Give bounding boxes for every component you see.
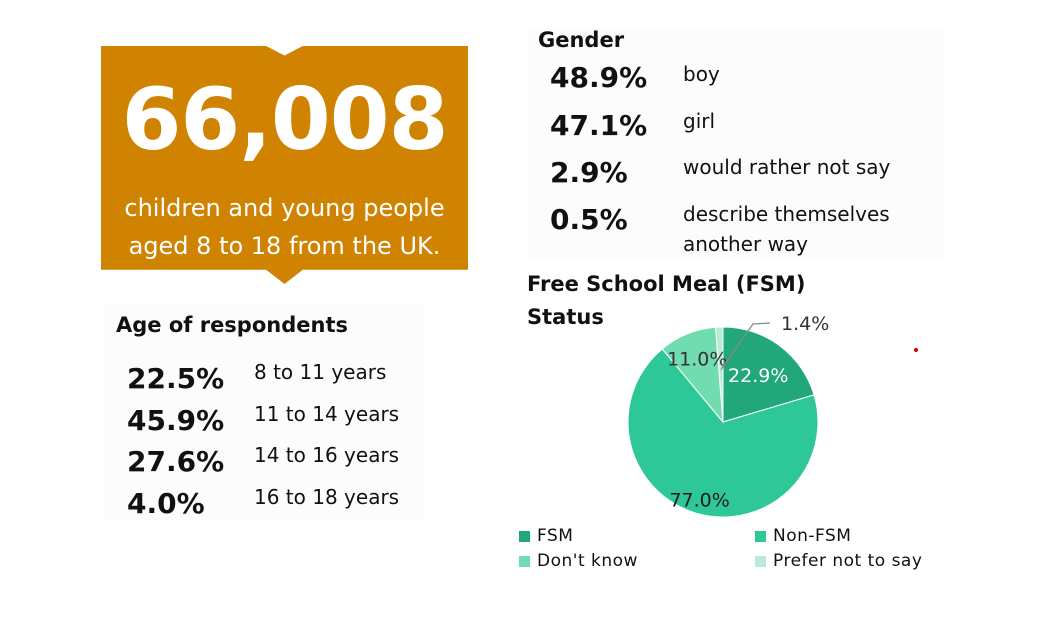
age-label-11-14: 11 to 14 years [254,402,400,426]
legend-item-prefer-not: Prefer not to say [755,551,922,571]
pie-slice-fsm [722,326,815,423]
gender-pct-girl: 47.1% [550,109,648,142]
legend-label-non-fsm: Non-FSM [773,526,852,546]
age-pct-16-18: 4.0% [127,487,205,520]
age-label-8-11: 8 to 11 years [254,360,387,384]
gender-pct-rather-not: 2.9% [550,156,628,189]
gender-title: Gender [538,28,625,52]
legend-item-dont-know: Don't know [519,551,638,571]
age-panel: Age of respondents 22.5% 8 to 11 years 4… [104,305,424,520]
red-dot-marker [914,348,918,352]
fsm-title-line1: Free School Meal (FSM) [527,272,806,296]
legend-item-fsm: FSM [519,526,573,546]
age-label-14-16: 14 to 16 years [254,443,400,467]
banner-caption-line2: aged 8 to 18 from the UK. [128,232,441,260]
pie-label-non-fsm: 77.0% [669,489,729,511]
gender-label-girl: girl [683,109,716,133]
legend-swatch-non-fsm [755,530,766,542]
banner-caption-line1: children and young people [124,194,445,222]
legend-swatch-fsm [519,530,530,542]
gender-label-rather-not: would rather not say [683,155,891,179]
pie-label-prefer-not: 1.4% [781,313,829,335]
pie-slice-prefer-not [715,326,724,423]
gender-label-other-line2: another way [683,232,809,256]
fsm-title-line2: Status [527,305,604,329]
gender-label-boy: boy [683,62,720,86]
legend-item-non-fsm: Non-FSM [755,526,851,546]
pie-leader-line-prefer-not [720,322,771,371]
headline-banner: 66,008 children and young people aged 8 … [101,46,468,284]
age-pct-14-16: 27.6% [127,445,225,478]
pie-slice-non-fsm [627,348,819,518]
pie-label-fsm: 22.9% [728,365,788,387]
respondent-count: 66,008 [121,70,449,170]
legend-swatch-prefer-not [755,555,766,567]
legend-swatch-dont-know [519,555,530,567]
pie-label-dont-know: 11.0% [667,349,727,371]
age-pct-8-11: 22.5% [127,362,225,395]
gender-panel: Gender 48.9% boy 47.1% girl 2.9% would r… [527,28,945,260]
gender-label-other: describe themselves [683,202,890,226]
fsm-chart-title: Free School Meal (FSM) Status [527,268,805,334]
fsm-pie-chart: 22.9% 77.0% 11.0% 1.4% [627,313,829,518]
legend-label-fsm: FSM [537,526,574,546]
legend-label-prefer-not: Prefer not to say [773,551,923,571]
age-title: Age of respondents [116,313,348,337]
age-label-16-18: 16 to 18 years [254,485,400,509]
gender-pct-boy: 48.9% [550,61,648,94]
gender-pct-other: 0.5% [550,203,628,236]
age-pct-11-14: 45.9% [127,404,225,437]
legend-label-dont-know: Don't know [537,551,638,571]
